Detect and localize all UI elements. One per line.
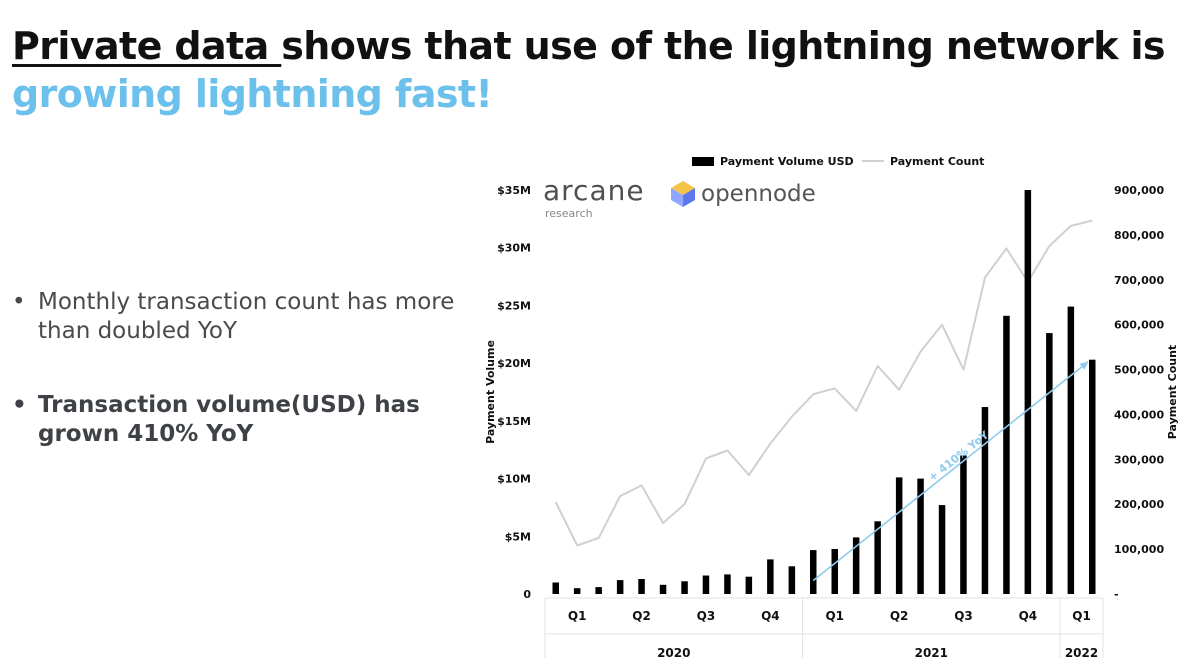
bullet-item: • Transaction volume(USD) has grown 410%… xyxy=(12,391,472,449)
year-label: 2020 xyxy=(657,646,690,658)
volume-bar xyxy=(552,582,559,594)
yoy-arrow-line xyxy=(812,361,1089,582)
opennode-logo-text: opennode xyxy=(701,181,816,207)
year-label: 2022 xyxy=(1065,646,1098,658)
volume-bar xyxy=(638,579,645,594)
legend-label-volume: Payment Volume USD xyxy=(720,155,854,168)
y2-tick-label: 500,000 xyxy=(1114,364,1164,377)
quarter-label: Q1 xyxy=(568,609,587,623)
volume-bar xyxy=(1024,190,1032,594)
y2-tick-label: 200,000 xyxy=(1114,498,1164,511)
bullet-text: Transaction volume(USD) has grown 410% Y… xyxy=(38,392,420,447)
volume-bar xyxy=(810,550,817,594)
quarter-label: Q4 xyxy=(1019,609,1038,623)
y2-tick-label: 800,000 xyxy=(1114,229,1164,242)
y-tick-label: 0 xyxy=(523,588,531,601)
quarter-label: Q3 xyxy=(697,609,716,623)
y-tick-label: $5M xyxy=(505,530,531,543)
headline-accent: growing lightning fast! xyxy=(12,72,493,116)
opennode-cube-icon xyxy=(671,181,695,207)
quarter-label: Q2 xyxy=(890,609,909,623)
bullet-item: • Monthly transaction count has more tha… xyxy=(12,288,472,346)
volume-bar xyxy=(595,587,602,594)
quarter-label: Q3 xyxy=(954,609,973,623)
opennode-logo: opennode xyxy=(670,180,816,208)
volume-bar xyxy=(831,549,838,594)
volume-bar xyxy=(573,588,581,594)
headline-line-1: Private data shows that use of the light… xyxy=(12,22,1166,70)
payment-count-line xyxy=(554,219,1093,547)
y-tick-label: $25M xyxy=(497,299,531,312)
quarter-label: Q2 xyxy=(632,609,651,623)
y2-tick-label: 900,000 xyxy=(1114,184,1164,197)
legend-swatch-volume xyxy=(692,157,714,166)
y2-tick-label: 700,000 xyxy=(1114,274,1164,287)
quarter-label: Q1 xyxy=(1072,609,1091,623)
y2-tick-label: 400,000 xyxy=(1114,408,1164,421)
headline: Private data shows that use of the light… xyxy=(12,22,1166,118)
volume-bar xyxy=(745,576,753,594)
yoy-arrow-head xyxy=(1079,361,1089,370)
headline-rest: shows that use of the lightning network … xyxy=(281,24,1165,68)
volume-bar xyxy=(895,477,903,594)
headline-underlined: Private data xyxy=(12,24,282,68)
volume-bar xyxy=(1003,315,1010,594)
arcane-research-logo-subtitle: research xyxy=(545,207,593,220)
y-axis-title: Payment Volume xyxy=(484,340,497,444)
y2-tick-label: 100,000 xyxy=(1114,543,1164,556)
volume-bar xyxy=(917,478,924,594)
bullet-dot: • xyxy=(12,392,27,418)
bullet-list: • Monthly transaction count has more tha… xyxy=(12,288,472,449)
y2-tick-label: - xyxy=(1114,588,1119,601)
volume-bar xyxy=(938,505,946,594)
y2-tick-label: 600,000 xyxy=(1114,319,1164,332)
volume-bar xyxy=(616,580,624,594)
payment-chart: Payment Volume USD Payment Count 0 $5M $10M $… xyxy=(484,155,1179,658)
y-tick-label: $30M xyxy=(497,242,531,255)
y-tick-label: $15M xyxy=(497,415,531,428)
volume-bar xyxy=(702,575,710,594)
y2-tick-label: 300,000 xyxy=(1114,453,1164,466)
volume-bar xyxy=(960,455,967,594)
quarter-label: Q4 xyxy=(761,609,780,623)
volume-bar xyxy=(1089,359,1096,594)
volume-bar xyxy=(852,537,860,594)
quarter-label: Q1 xyxy=(825,609,844,623)
volume-bar xyxy=(1046,333,1053,594)
year-label: 2021 xyxy=(915,646,948,658)
bullet-text: Monthly transaction count has more than … xyxy=(38,289,455,344)
y2-axis-title: Payment Count xyxy=(1166,345,1179,439)
legend-label-count: Payment Count xyxy=(890,155,984,168)
y-tick-label: $20M xyxy=(497,357,531,370)
volume-bar xyxy=(681,581,688,594)
y-tick-label: $10M xyxy=(497,473,531,486)
y-tick-label: $35M xyxy=(497,184,531,197)
volume-bar xyxy=(724,574,731,594)
volume-bar xyxy=(874,521,881,594)
arcane-research-logo: arcane xyxy=(543,174,645,207)
volume-bar xyxy=(767,559,774,594)
volume-bar xyxy=(788,566,796,594)
volume-bar xyxy=(981,407,989,594)
volume-bar xyxy=(659,584,667,594)
bullet-dot: • xyxy=(12,289,26,315)
volume-bar xyxy=(1067,306,1075,594)
